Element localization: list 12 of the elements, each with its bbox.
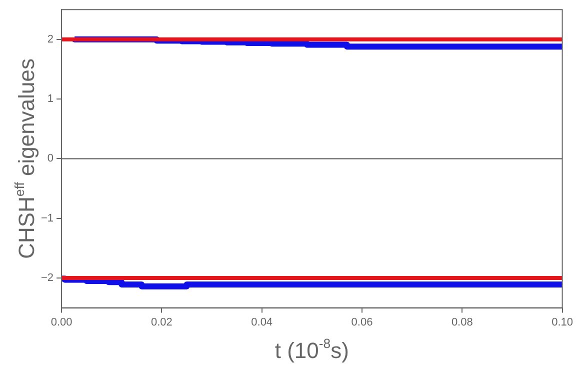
x-tick-label: 0.10 xyxy=(552,316,574,328)
y-tick-label: −1 xyxy=(40,212,54,224)
x-tick-label: 0.02 xyxy=(150,316,172,328)
x-tick-label: 0.04 xyxy=(251,316,273,328)
y-axis-title: CHSHeff eigenvalues xyxy=(12,58,39,259)
y-tick-label: 0 xyxy=(47,152,54,165)
x-tick-label: 0.00 xyxy=(50,316,72,328)
x-tick-label: 0.06 xyxy=(351,316,373,328)
y-tick-label: 1 xyxy=(47,93,54,106)
y-tick-label: 2 xyxy=(47,33,54,46)
y-tick-label: −2 xyxy=(40,272,54,284)
x-tick-label: 0.08 xyxy=(451,316,473,328)
